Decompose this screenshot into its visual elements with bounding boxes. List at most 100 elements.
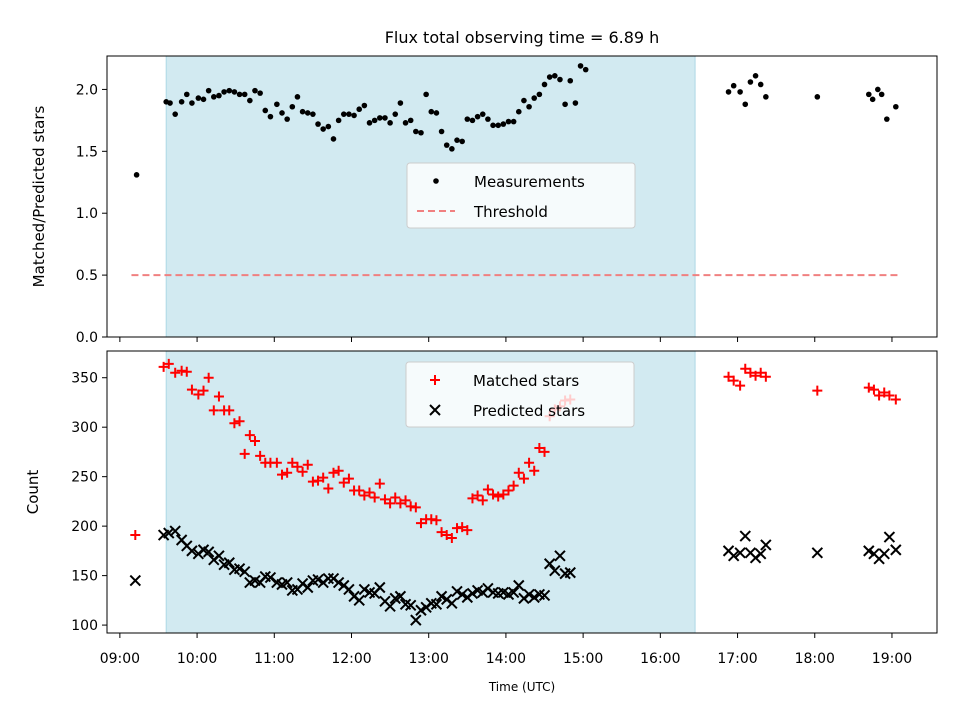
data-point <box>734 547 746 559</box>
data-point <box>203 372 214 383</box>
legend-label: Predicted stars <box>473 402 585 420</box>
data-point <box>438 128 445 135</box>
data-point <box>297 466 308 477</box>
x-tick-label: 15:00 <box>563 651 603 667</box>
data-point <box>745 367 756 378</box>
data-point <box>890 544 902 556</box>
data-point <box>431 515 442 526</box>
y-tick-label: 1.0 <box>76 206 98 222</box>
data-point <box>338 477 349 488</box>
data-point <box>216 92 222 99</box>
data-point <box>469 117 476 124</box>
data-point <box>723 371 734 382</box>
data-point <box>374 581 386 594</box>
data-point <box>500 121 507 127</box>
data-point <box>382 115 388 121</box>
data-point <box>189 100 195 106</box>
bottom-y-axis-label: Count <box>24 470 42 515</box>
data-point <box>541 81 548 88</box>
data-point <box>172 111 179 117</box>
data-point <box>323 483 334 494</box>
data-point <box>304 110 311 116</box>
data-point <box>454 137 460 143</box>
data-point <box>302 581 314 594</box>
y-tick-label: 0.0 <box>76 330 98 346</box>
y-tick-label: 200 <box>71 519 98 535</box>
data-point <box>529 465 540 476</box>
data-point <box>495 122 501 129</box>
data-point <box>760 371 771 382</box>
data-point <box>313 475 324 486</box>
data-point <box>186 545 198 557</box>
data-point <box>255 450 266 461</box>
data-point <box>320 126 326 132</box>
legend-box <box>405 361 635 428</box>
data-point <box>397 100 404 106</box>
data-point <box>294 94 301 100</box>
data-point <box>485 116 491 122</box>
top-y-axis-label: Matched/Predicted stars <box>30 106 48 288</box>
data-point <box>443 142 450 148</box>
data-point <box>564 566 576 579</box>
data-point <box>356 106 363 113</box>
data-point <box>279 110 285 116</box>
data-point <box>392 111 399 117</box>
data-point <box>234 416 245 427</box>
data-point <box>567 77 574 84</box>
data-point <box>284 116 290 122</box>
data-point <box>435 590 448 603</box>
data-point <box>183 91 190 98</box>
data-point <box>513 467 524 478</box>
data-point <box>299 108 306 115</box>
data-point <box>202 546 215 558</box>
data-point <box>257 90 263 96</box>
data-point <box>193 389 204 400</box>
data-point <box>233 562 246 575</box>
data-point <box>129 574 142 587</box>
data-point <box>400 495 411 506</box>
data-point <box>730 82 737 89</box>
data-point <box>513 579 525 592</box>
data-point <box>358 583 371 596</box>
x-axis-label: Time (UTC) <box>488 680 555 694</box>
data-point <box>404 599 417 612</box>
data-point <box>208 405 219 416</box>
data-point <box>521 97 527 104</box>
data-point <box>446 533 457 544</box>
data-point <box>446 597 458 610</box>
data-point <box>728 375 739 386</box>
x-tick-label: 19:00 <box>872 651 912 667</box>
data-point <box>335 117 342 124</box>
bottom-legend: Matched stars Predicted stars <box>405 361 635 428</box>
x-tick-label: 11:00 <box>254 651 294 667</box>
data-point <box>523 588 535 601</box>
data-point <box>169 525 181 537</box>
data-point <box>515 108 522 115</box>
data-point <box>479 111 486 117</box>
data-point <box>577 63 584 69</box>
data-point <box>328 467 339 478</box>
x-tick-label: 16:00 <box>640 651 680 667</box>
data-point <box>343 473 354 484</box>
y-tick-label: 150 <box>71 569 98 585</box>
data-point <box>264 571 277 584</box>
data-point <box>812 385 823 396</box>
data-point <box>282 467 293 478</box>
data-point <box>883 531 896 543</box>
data-point <box>387 120 393 126</box>
data-point <box>322 572 335 585</box>
data-point <box>247 97 253 104</box>
data-point <box>477 495 488 506</box>
data-point <box>198 385 209 396</box>
y-tick-label: 2.0 <box>76 82 98 98</box>
data-point <box>158 361 169 372</box>
legend-label: Matched stars <box>473 372 579 390</box>
x-tick-label: 18:00 <box>795 651 835 667</box>
data-point <box>562 101 568 108</box>
data-point <box>325 123 332 130</box>
data-point <box>340 111 347 117</box>
data-point <box>312 573 324 586</box>
data-point <box>430 598 443 611</box>
data-point <box>287 457 298 468</box>
